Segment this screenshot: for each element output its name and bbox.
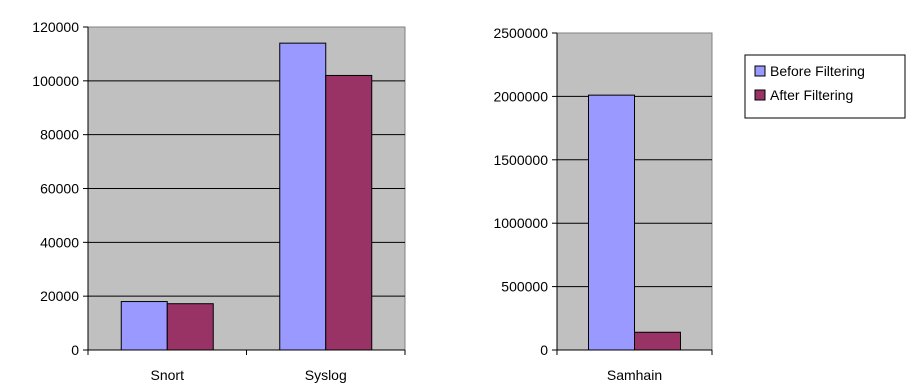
y-tick-label: 2000000 — [493, 88, 548, 104]
y-tick-label: 40000 — [40, 234, 79, 250]
legend-label: After Filtering — [770, 87, 853, 103]
y-tick-label: 0 — [540, 342, 548, 358]
y-tick-label: 2500000 — [493, 25, 548, 41]
chart-right: 0 500000 1000000 1500000 2000000 2500000 Samha… — [493, 25, 713, 383]
y-tick-label: 100000 — [32, 73, 79, 89]
x-tick-label: Samhain — [607, 367, 662, 383]
legend-swatch — [754, 65, 766, 77]
y-tick-label: 80000 — [40, 127, 79, 143]
bar-syslog-before — [279, 42, 327, 351]
y-tick-label: 500000 — [501, 279, 548, 295]
y-tick-label: 1500000 — [493, 152, 548, 168]
bar-snort-after — [166, 303, 214, 351]
y-tick-label: 1000000 — [493, 215, 548, 231]
bar-samhain-before — [588, 94, 635, 351]
legend-box — [744, 54, 906, 119]
bar-syslog-after — [325, 74, 373, 351]
y-tick-label: 20000 — [40, 288, 79, 304]
y-tick-label: 120000 — [32, 19, 79, 35]
legend-label: Before Filtering — [770, 63, 865, 79]
x-tick-label: Syslog — [305, 367, 347, 383]
x-tick-label: Snort — [151, 367, 185, 383]
y-tick-label: 60000 — [40, 181, 79, 197]
bar-snort-before — [120, 301, 168, 351]
legend-swatch — [754, 89, 766, 101]
chart-left: 0 20000 40000 60000 80000 100000 120000 Snort Sy… — [32, 19, 406, 383]
y-tick-label: 0 — [71, 342, 79, 358]
bar-samhain-after — [634, 331, 681, 351]
legend: Before Filtering After Filtering — [744, 54, 906, 119]
